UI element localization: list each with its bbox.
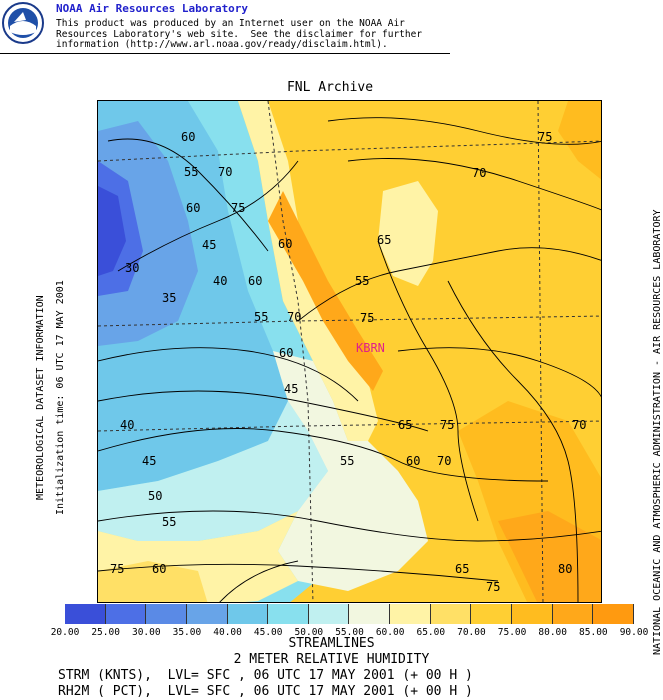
contour-label: 60 (152, 562, 166, 576)
contour-label: 70 (218, 165, 232, 179)
lab-title[interactable]: NOAA Air Resources Laboratory (56, 2, 249, 15)
legend-labels: 20.00 25.00 30.00 35.00 40.00 45.00 50.00 55.00… (47, 627, 649, 639)
contour-label: 75 (440, 418, 454, 432)
legend-label: 35.00 (172, 627, 202, 638)
legend-label: 25.00 (91, 627, 120, 638)
legend-swatch (268, 604, 309, 624)
contour-label: 35 (162, 291, 176, 305)
noaa-logo-icon (2, 2, 44, 44)
contour-label: 40 (213, 274, 227, 288)
contour-label: 55 (355, 274, 369, 288)
contour-label: 75 (486, 580, 500, 594)
map-title: FNL Archive (286, 80, 374, 95)
legend-swatch (349, 604, 391, 624)
contour-label: 60 (186, 201, 200, 215)
color-legend (65, 604, 634, 624)
legend-label: 75.00 (497, 627, 527, 638)
legend-label: 40.00 (213, 627, 242, 638)
dataset-info-label: METEOROLOGICAL DATASET INFORMATION (35, 295, 46, 500)
contour-label: 70 (472, 166, 486, 180)
contour-label: 75 (231, 201, 245, 215)
legend-label: 50.00 (294, 627, 324, 638)
legend-swatch (552, 604, 594, 624)
legend-label: 20.00 (50, 627, 80, 638)
contour-label: 60 (248, 274, 262, 288)
contour-label: 60 (406, 454, 420, 468)
init-time-label: Initialization time: 06 UTC 17 MAY 2001 (55, 280, 66, 515)
agency-label: NATIONAL OCEANIC AND ATMOSPHERIC ADMINIS… (652, 209, 663, 655)
caption-rh2m-level: RH2M ( PCT), LVL= SFC , 06 UTC 17 MAY 20… (58, 684, 473, 699)
legend-label: 30.00 (131, 627, 161, 638)
legend-label: 70.00 (457, 627, 486, 638)
contour-label: 55 (254, 310, 268, 324)
contour-label: 60 (278, 237, 292, 251)
legend-swatch (471, 604, 513, 624)
contour-label: 65 (398, 418, 412, 432)
contour-label: 45 (142, 454, 156, 468)
legend-label: 80.00 (538, 627, 568, 638)
header-divider (0, 53, 450, 54)
legend-swatch (512, 604, 553, 624)
station-label: KBRN (356, 341, 385, 355)
contour-label: 75 (360, 311, 374, 325)
contour-label: 55 (162, 515, 176, 529)
legend-label: 85.00 (579, 627, 608, 638)
contour-label: 75 (538, 130, 552, 144)
legend-swatch (593, 604, 634, 624)
contour-label: 30 (125, 261, 139, 275)
legend-label: 55.00 (335, 627, 364, 638)
legend-label: 60.00 (375, 627, 405, 638)
contour-labels: 60 55 70 60 75 45 60 30 40 35 60 55 70 6… (110, 130, 586, 594)
contour-label: 45 (202, 238, 216, 252)
legend-label: 90.00 (619, 627, 649, 638)
contour-label: 50 (148, 489, 162, 503)
contour-label: 45 (284, 382, 298, 396)
legend-label: 45.00 (253, 627, 283, 638)
contour-label: 60 (279, 346, 293, 360)
contour-label: 65 (377, 233, 391, 247)
contour-label: 75 (110, 562, 124, 576)
contour-label: 70 (437, 454, 451, 468)
humidity-map: KBRN 60 55 70 60 75 45 60 30 40 35 60 55… (97, 100, 602, 603)
contour-label: 70 (572, 418, 586, 432)
contour-label: 55 (340, 454, 354, 468)
caption-strm-level: STRM (KNTS), LVL= SFC , 06 UTC 17 MAY 20… (58, 668, 473, 683)
legend-swatch (105, 604, 147, 624)
disclaimer-text: This product was produced by an Internet… (56, 18, 423, 50)
caption-variable: 2 METER RELATIVE HUMIDITY (233, 652, 430, 667)
legend-swatch (430, 604, 472, 624)
legend-swatch (65, 604, 106, 624)
caption-streamlines: STREAMLINES (288, 636, 375, 651)
contour-label: 40 (120, 418, 134, 432)
legend-label: 65.00 (416, 627, 446, 638)
legend-swatch (186, 604, 228, 624)
header: NOAA Air Resources Laboratory This produ… (0, 0, 450, 58)
legend-swatch (227, 604, 269, 624)
contour-label: 55 (184, 165, 198, 179)
legend-swatch (146, 604, 187, 624)
legend-swatch (308, 604, 350, 624)
legend-swatch (390, 604, 431, 624)
contour-label: 65 (455, 562, 469, 576)
contour-label: 70 (287, 310, 301, 324)
contour-label: 80 (558, 562, 572, 576)
map-canvas: KBRN 60 55 70 60 75 45 60 30 40 35 60 55… (98, 101, 601, 602)
contour-label: 60 (181, 130, 195, 144)
